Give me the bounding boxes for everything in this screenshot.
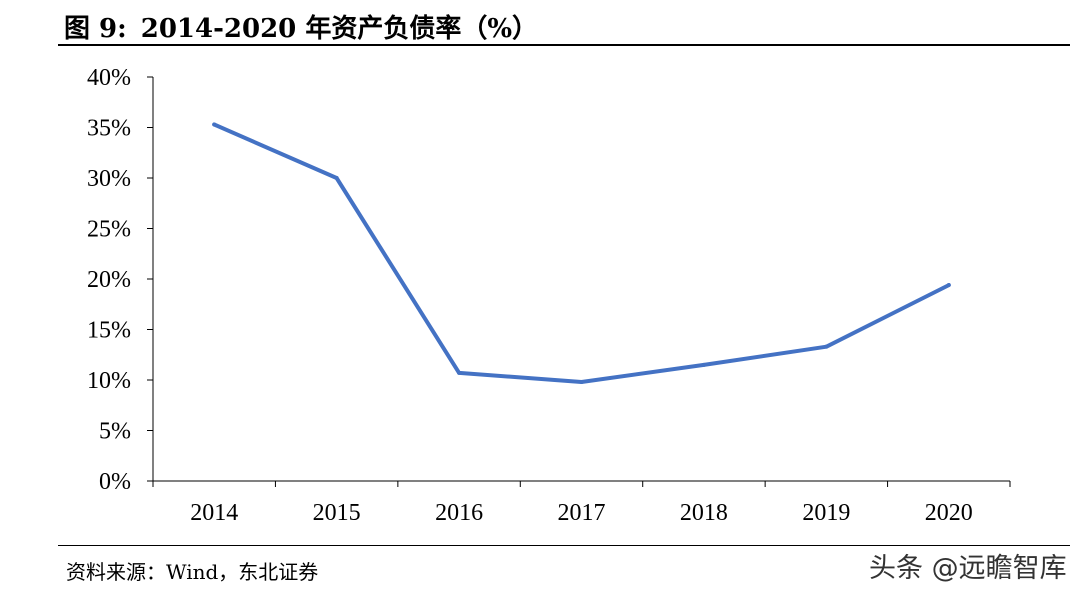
- x-tick-label: 2014: [190, 500, 238, 526]
- series-line: [212, 122, 951, 384]
- data-point: [212, 122, 217, 127]
- data-point: [334, 176, 339, 180]
- x-tick-label: 2016: [435, 500, 483, 526]
- figure-title: 图 9: 2014-2020 年资产负债率（%）: [64, 8, 538, 45]
- chart-title: 2014-2020 年资产负债率（%）: [140, 14, 539, 44]
- y-tick-label: 10%: [87, 368, 131, 394]
- y-tick-label: 5%: [99, 419, 131, 445]
- x-tick-label: 2018: [680, 500, 728, 526]
- data-point: [457, 370, 462, 375]
- y-tick-label: 35%: [87, 116, 131, 142]
- x-tick-label: 2020: [925, 500, 973, 526]
- figure-label: 图 9:: [64, 14, 127, 44]
- source-note: 资料来源：Wind，东北证券: [66, 560, 319, 584]
- x-tick-label: 2017: [558, 500, 606, 526]
- y-tick-label: 0%: [99, 469, 131, 495]
- y-tick-label: 40%: [87, 65, 131, 91]
- x-tick-label: 2019: [802, 500, 850, 526]
- data-point: [701, 362, 706, 367]
- top-rule: [58, 44, 1070, 46]
- data-point: [579, 380, 584, 385]
- data-point: [946, 283, 951, 288]
- watermark: 头条 @远瞻智库: [869, 553, 1067, 584]
- y-tick-label: 15%: [87, 318, 131, 344]
- data-point: [824, 344, 829, 349]
- bottom-rule: [58, 545, 1070, 546]
- y-tick-label: 25%: [87, 217, 131, 243]
- y-tick-label: 30%: [87, 166, 131, 192]
- y-tick-label: 20%: [87, 267, 131, 293]
- x-tick-label: 2015: [313, 500, 361, 526]
